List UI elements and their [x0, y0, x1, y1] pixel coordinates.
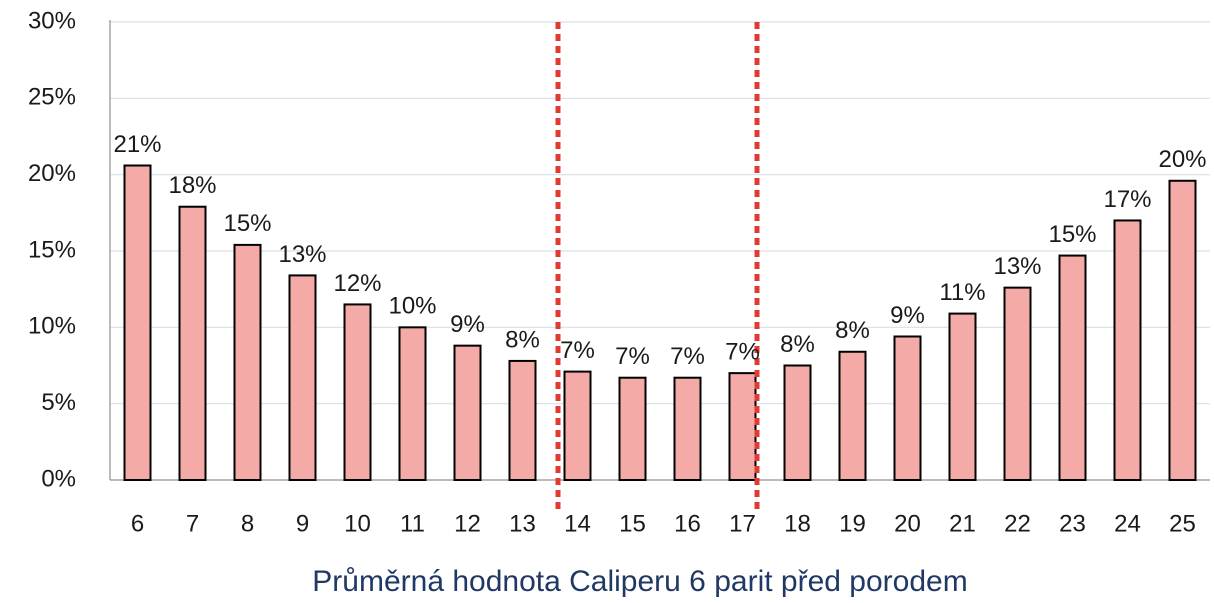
value-label: 9%: [890, 302, 925, 329]
value-label: 7%: [560, 337, 595, 364]
y-tick-label: 20%: [28, 160, 76, 187]
y-tick-label: 10%: [28, 313, 76, 340]
x-tick-label: 22: [1004, 510, 1031, 537]
value-label: 15%: [223, 210, 271, 237]
bar: [838, 350, 867, 482]
x-tick-label: 11: [400, 510, 425, 537]
x-axis-title: Průměrná hodnota Caliperu 6 parit před p…: [312, 565, 967, 598]
bar: [948, 312, 977, 481]
bar: [123, 164, 152, 482]
bar: [1058, 254, 1087, 481]
value-label: 15%: [1048, 221, 1096, 248]
x-tick-label: 23: [1059, 510, 1086, 537]
bar: [728, 372, 757, 481]
value-label: 20%: [1158, 146, 1206, 173]
value-label: 10%: [388, 293, 436, 320]
value-label: 7%: [725, 338, 760, 365]
y-tick-label: 25%: [28, 84, 76, 111]
x-tick-label: 6: [131, 510, 144, 537]
value-label: 8%: [780, 331, 815, 358]
value-label: 9%: [450, 311, 485, 338]
value-label: 12%: [333, 270, 381, 297]
x-tick-label: 18: [784, 510, 811, 537]
x-tick-label: 8: [241, 510, 254, 537]
x-tick-label: 21: [949, 510, 976, 537]
bar: [233, 243, 262, 481]
x-tick-label: 25: [1169, 510, 1196, 537]
bar: [783, 364, 812, 481]
bar: [1168, 179, 1197, 481]
y-tick-label: 30%: [28, 7, 76, 34]
bar: [618, 376, 647, 482]
bar: [178, 205, 207, 482]
bar: [508, 359, 537, 482]
value-label: 13%: [278, 241, 326, 268]
x-tick-label: 14: [564, 510, 591, 537]
x-tick-label: 16: [674, 510, 701, 537]
y-tick-label: 5%: [41, 389, 76, 416]
bar: [288, 274, 317, 481]
bar: [453, 344, 482, 481]
y-tick-label: 0%: [41, 465, 76, 492]
x-tick-label: 9: [296, 510, 309, 537]
bars: [123, 164, 1197, 482]
grid: [110, 21, 1210, 481]
value-label: 18%: [168, 172, 216, 199]
value-label: 11%: [939, 279, 985, 306]
bar: [343, 303, 372, 481]
bar: [1113, 219, 1142, 481]
value-label: 8%: [835, 317, 870, 344]
x-tick-label: 24: [1114, 510, 1141, 537]
value-label: 21%: [113, 131, 161, 158]
x-tick-label: 19: [839, 510, 866, 537]
value-label: 13%: [993, 253, 1041, 280]
x-tick-label: 13: [509, 510, 536, 537]
y-tick-label: 15%: [28, 236, 76, 263]
bar: [893, 335, 922, 482]
bar: [398, 326, 427, 482]
value-label: 7%: [615, 343, 650, 370]
x-tick-label: 17: [729, 510, 756, 537]
value-label: 17%: [1103, 186, 1151, 213]
bar: [1003, 286, 1032, 482]
value-label: 7%: [670, 343, 705, 370]
x-tick-label: 10: [344, 510, 371, 537]
bar: [563, 370, 592, 481]
x-tick-label: 15: [619, 510, 646, 537]
x-tick-label: 12: [454, 510, 481, 537]
bar: [673, 376, 702, 482]
x-tick-label: 7: [186, 510, 199, 537]
x-tick-label: 20: [894, 510, 921, 537]
value-label: 8%: [505, 326, 540, 353]
